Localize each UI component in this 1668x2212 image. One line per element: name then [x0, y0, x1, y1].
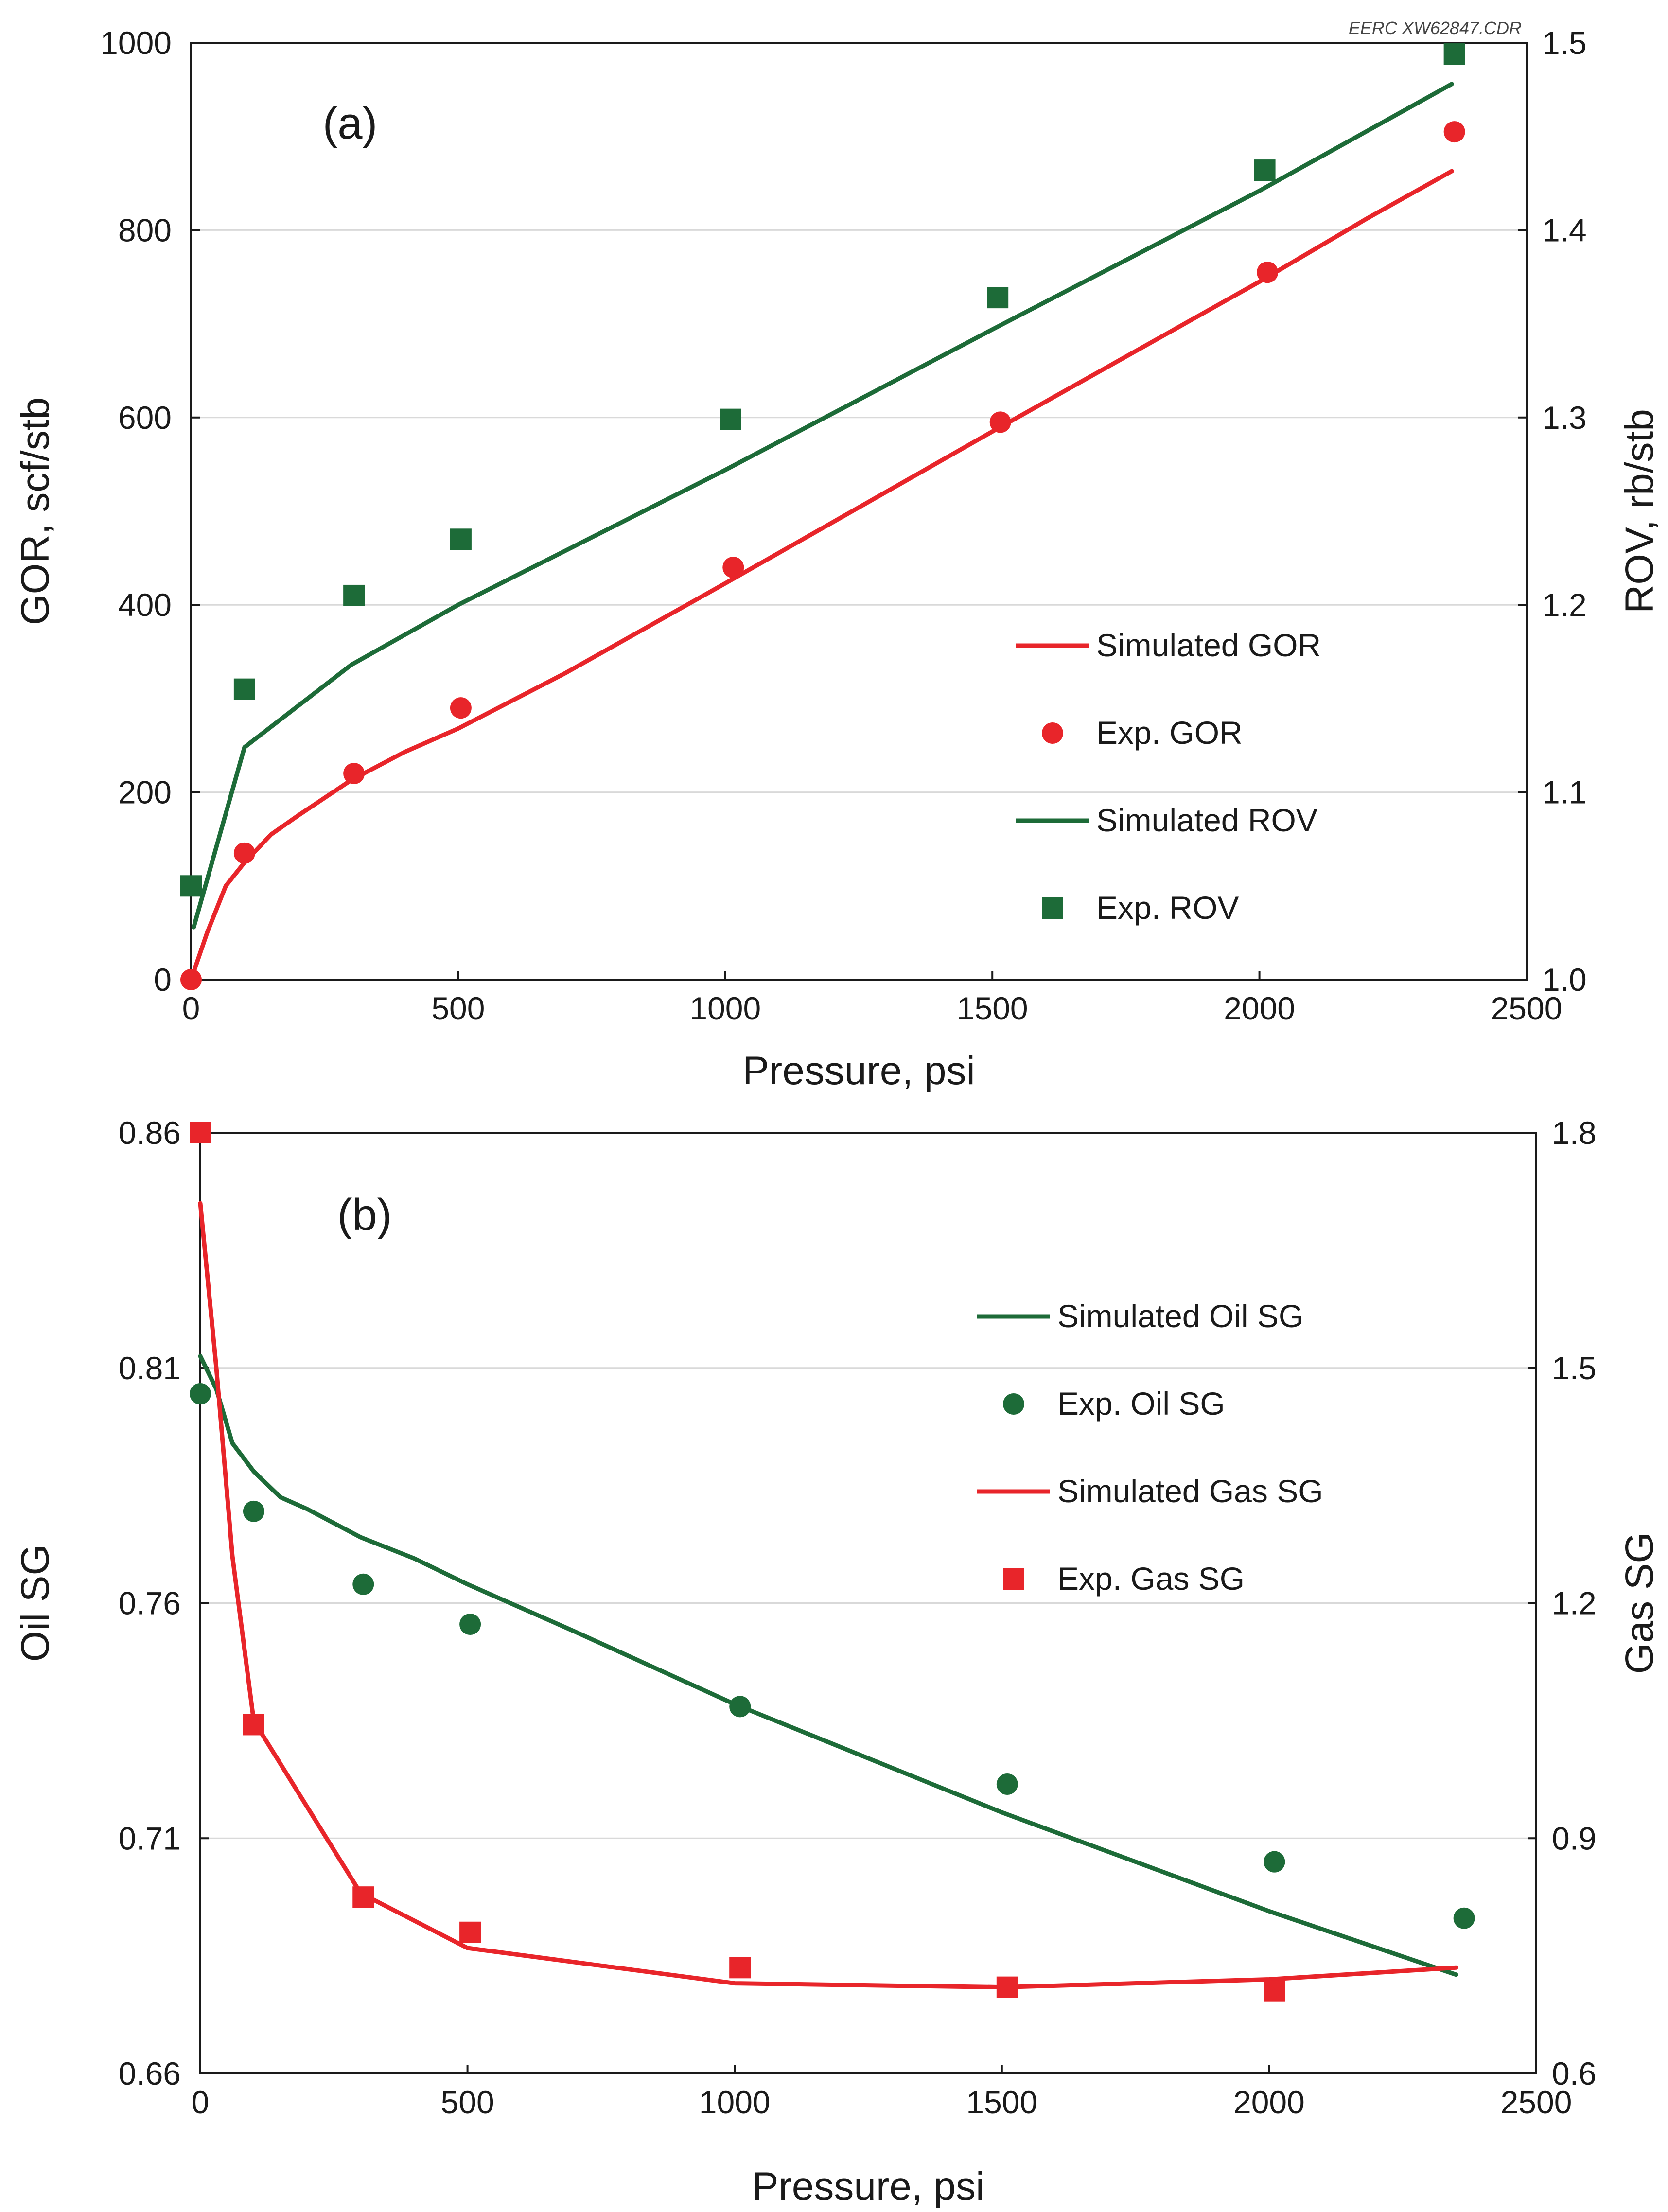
y2-tick-label: 0.9 — [1552, 1820, 1597, 1856]
y-tick-label: 0.81 — [119, 1350, 181, 1386]
data-point-square — [243, 1714, 264, 1736]
data-point-circle — [1264, 1851, 1285, 1873]
data-point-circle — [1453, 1907, 1475, 1929]
y2-tick-label: 1.1 — [1542, 774, 1587, 810]
x-tick-label: 500 — [431, 990, 485, 1026]
y-tick-label: 800 — [118, 212, 172, 248]
x-tick-label: 2000 — [1233, 2084, 1305, 2120]
y-axis-label: Oil SG — [13, 1545, 57, 1662]
legend: Simulated Oil SG Exp. Oil SG Simulated Gas… — [977, 1298, 1323, 1597]
legend-label: Simulated Oil SG — [1057, 1298, 1303, 1334]
data-point-circle — [729, 1696, 751, 1718]
x-tick-label: 1500 — [966, 2084, 1037, 2120]
data-point-square — [996, 1976, 1018, 1998]
data-point-square — [1254, 159, 1276, 181]
legend-label: Simulated GOR — [1096, 627, 1321, 663]
x-tick-label: 500 — [441, 2084, 494, 2120]
x-tick-label: 1500 — [957, 990, 1028, 1026]
legend-label: Exp. Gas SG — [1057, 1561, 1245, 1597]
data-point-circle — [243, 1500, 264, 1522]
y-tick-label: 200 — [118, 774, 172, 810]
data-point-circle — [459, 1614, 481, 1635]
legend-label: Exp. Oil SG — [1057, 1386, 1225, 1422]
series-line-simulated-gor — [189, 169, 1454, 982]
data-point-square — [180, 875, 202, 897]
x-axis-label: Pressure, psi — [742, 1049, 975, 1093]
data-point-circle — [1257, 262, 1279, 283]
data-point-square — [1443, 43, 1465, 65]
data-point-square — [987, 287, 1009, 309]
series-line-simulated-rov — [192, 82, 1454, 930]
y2-tick-label: 1.5 — [1542, 25, 1587, 61]
legend-label: Simulated ROV — [1096, 802, 1317, 838]
x-tick-label: 2000 — [1224, 990, 1295, 1026]
legend: Simulated GOR Exp. GOR Simulated ROV Exp. R… — [1016, 627, 1321, 926]
chart-panel-b: 0 500 1000 1500 2000 2500 0.66 0.71 0.76 0.81 0.86… — [13, 1115, 1662, 2209]
panel-label: (b) — [337, 1190, 392, 1240]
plot-frame — [190, 42, 1528, 981]
legend-label: Simulated Gas SG — [1057, 1473, 1323, 1509]
x-tick-label: 2500 — [1501, 2084, 1572, 2120]
data-point-square — [233, 678, 255, 700]
data-point-square — [450, 528, 472, 550]
y2-tick-label: 1.3 — [1542, 400, 1587, 436]
x-tick-label: 0 — [192, 2084, 210, 2120]
y-tick-label: 400 — [118, 587, 172, 623]
series-line-simulated-oil-sg — [198, 1354, 1458, 1977]
y2-axis-label: Gas SG — [1617, 1532, 1662, 1674]
y-tick-label: 600 — [118, 400, 172, 436]
data-point-circle — [352, 1573, 374, 1595]
legend-swatch-circle — [1042, 722, 1063, 744]
figure-credit: EERC XW62847.CDR — [1349, 18, 1522, 38]
data-point-square — [343, 584, 365, 606]
data-point-square — [729, 1957, 751, 1979]
x-axis-label: Pressure, psi — [752, 2164, 985, 2209]
data-point-circle — [450, 697, 472, 719]
data-point-circle — [180, 969, 202, 990]
y-tick-label: 1000 — [100, 25, 172, 61]
y2-tick-label: 1.2 — [1542, 587, 1587, 623]
x-tick-label: 1000 — [689, 990, 761, 1026]
y2-tick-label: 1.0 — [1542, 962, 1587, 998]
x-tick-label: 0 — [182, 990, 200, 1026]
data-point-square — [352, 1886, 374, 1908]
y-axis-label: GOR, scf/stb — [13, 397, 57, 625]
x-tick-label: 2500 — [1491, 990, 1563, 1026]
y-tick-label: 0 — [154, 962, 172, 998]
y2-tick-label: 1.4 — [1542, 212, 1587, 248]
legend-label: Exp. GOR — [1096, 715, 1243, 751]
legend-swatch-circle — [1003, 1393, 1024, 1415]
y2-tick-label: 1.5 — [1552, 1350, 1597, 1386]
data-point-circle — [722, 557, 744, 579]
chart-panel-a: 0 500 1000 1500 2000 2500 0 200 400 600 800 1000 1.0… — [13, 25, 1662, 1093]
x-tick-label: 1000 — [699, 2084, 771, 2120]
y2-tick-label: 1.2 — [1552, 1585, 1597, 1621]
data-point-circle — [996, 1773, 1018, 1795]
data-point-circle — [190, 1383, 211, 1404]
y-tick-label: 0.66 — [119, 2055, 181, 2091]
legend-swatch-square — [1042, 897, 1063, 919]
data-point-circle — [233, 842, 255, 864]
y-tick-label: 0.86 — [119, 1115, 181, 1151]
y-tick-label: 0.76 — [119, 1585, 181, 1621]
data-point-square — [190, 1122, 211, 1143]
y2-axis-label: ROV, rb/stb — [1617, 409, 1662, 614]
y2-tick-label: 1.8 — [1552, 1115, 1597, 1151]
y-tick-label: 0.71 — [119, 1820, 181, 1856]
data-point-square — [1264, 1980, 1285, 2002]
legend-label: Exp. ROV — [1096, 890, 1239, 926]
data-point-circle — [343, 763, 365, 785]
panel-label: (a) — [323, 99, 377, 148]
data-point-circle — [989, 411, 1011, 433]
data-point-circle — [1443, 121, 1465, 143]
data-point-square — [720, 408, 741, 430]
data-point-square — [459, 1921, 481, 1943]
legend-swatch-square — [1003, 1568, 1024, 1590]
y2-tick-label: 0.6 — [1552, 2055, 1597, 2091]
